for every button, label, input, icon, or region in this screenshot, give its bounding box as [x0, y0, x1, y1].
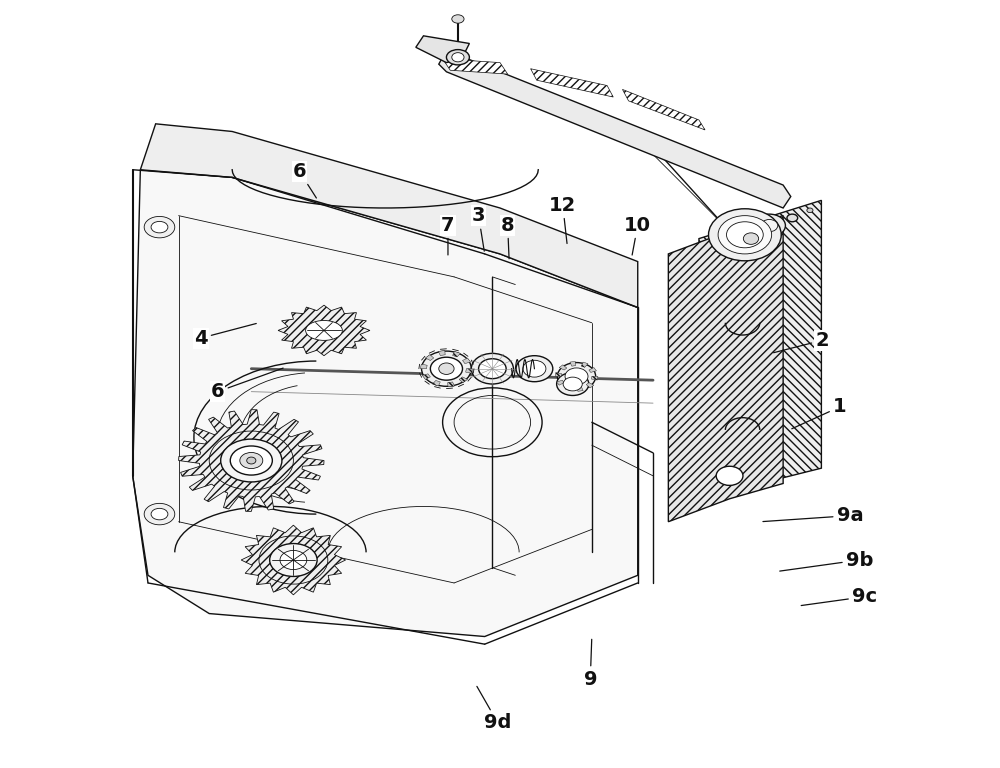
Ellipse shape — [430, 357, 463, 380]
Polygon shape — [459, 377, 467, 382]
Ellipse shape — [247, 457, 256, 464]
Ellipse shape — [151, 508, 168, 520]
Polygon shape — [565, 386, 572, 391]
Text: 6: 6 — [293, 162, 316, 198]
Ellipse shape — [787, 214, 798, 222]
Ellipse shape — [709, 209, 781, 261]
Polygon shape — [453, 352, 460, 357]
Ellipse shape — [563, 377, 582, 391]
Polygon shape — [422, 374, 430, 379]
Ellipse shape — [753, 214, 785, 237]
Polygon shape — [586, 382, 594, 388]
Ellipse shape — [743, 233, 759, 244]
Polygon shape — [425, 355, 434, 360]
Ellipse shape — [230, 446, 272, 475]
Polygon shape — [443, 59, 508, 74]
Ellipse shape — [151, 221, 168, 233]
Ellipse shape — [557, 372, 589, 396]
Ellipse shape — [280, 551, 307, 570]
Ellipse shape — [761, 220, 778, 232]
Polygon shape — [591, 376, 598, 380]
Polygon shape — [531, 68, 613, 97]
Polygon shape — [557, 380, 564, 386]
Polygon shape — [140, 124, 638, 307]
Ellipse shape — [471, 353, 513, 384]
Polygon shape — [241, 525, 346, 595]
Polygon shape — [278, 305, 370, 356]
Polygon shape — [438, 350, 445, 356]
Polygon shape — [555, 372, 562, 376]
Polygon shape — [133, 170, 638, 637]
Text: 9b: 9b — [780, 551, 873, 571]
Ellipse shape — [727, 222, 763, 248]
Ellipse shape — [240, 452, 263, 468]
Ellipse shape — [144, 217, 175, 238]
Ellipse shape — [807, 208, 813, 213]
Polygon shape — [439, 51, 791, 208]
Ellipse shape — [221, 439, 282, 482]
Ellipse shape — [557, 362, 596, 390]
Polygon shape — [622, 89, 705, 130]
Polygon shape — [589, 368, 596, 372]
Ellipse shape — [452, 15, 464, 23]
Ellipse shape — [516, 356, 553, 382]
Polygon shape — [570, 362, 576, 366]
Polygon shape — [559, 365, 567, 370]
Polygon shape — [420, 364, 427, 369]
Ellipse shape — [718, 216, 772, 254]
Text: 1: 1 — [792, 398, 846, 429]
Ellipse shape — [270, 544, 317, 577]
Polygon shape — [581, 362, 588, 367]
Text: 9d: 9d — [477, 687, 511, 732]
Polygon shape — [466, 369, 472, 373]
Ellipse shape — [716, 466, 743, 485]
Text: 6: 6 — [211, 368, 283, 401]
Polygon shape — [668, 216, 783, 521]
Text: 9: 9 — [584, 639, 597, 689]
Ellipse shape — [479, 359, 506, 379]
Ellipse shape — [422, 351, 471, 386]
Text: 2: 2 — [774, 331, 829, 353]
Text: 7: 7 — [441, 216, 455, 255]
Text: 12: 12 — [549, 196, 576, 243]
Text: 3: 3 — [472, 207, 485, 251]
Polygon shape — [699, 200, 821, 506]
Ellipse shape — [452, 53, 464, 62]
Text: 10: 10 — [624, 216, 651, 255]
Polygon shape — [432, 380, 440, 386]
Polygon shape — [179, 409, 324, 511]
Text: 9c: 9c — [801, 588, 877, 606]
Ellipse shape — [439, 363, 454, 375]
Text: 9a: 9a — [763, 506, 863, 525]
Polygon shape — [577, 386, 583, 392]
Ellipse shape — [144, 503, 175, 525]
Ellipse shape — [523, 360, 546, 377]
Ellipse shape — [565, 368, 588, 385]
Text: 8: 8 — [501, 216, 514, 259]
Text: 4: 4 — [194, 323, 256, 348]
Ellipse shape — [306, 320, 342, 340]
Polygon shape — [448, 382, 454, 387]
Polygon shape — [463, 358, 471, 363]
Polygon shape — [416, 36, 469, 63]
Ellipse shape — [446, 50, 469, 65]
